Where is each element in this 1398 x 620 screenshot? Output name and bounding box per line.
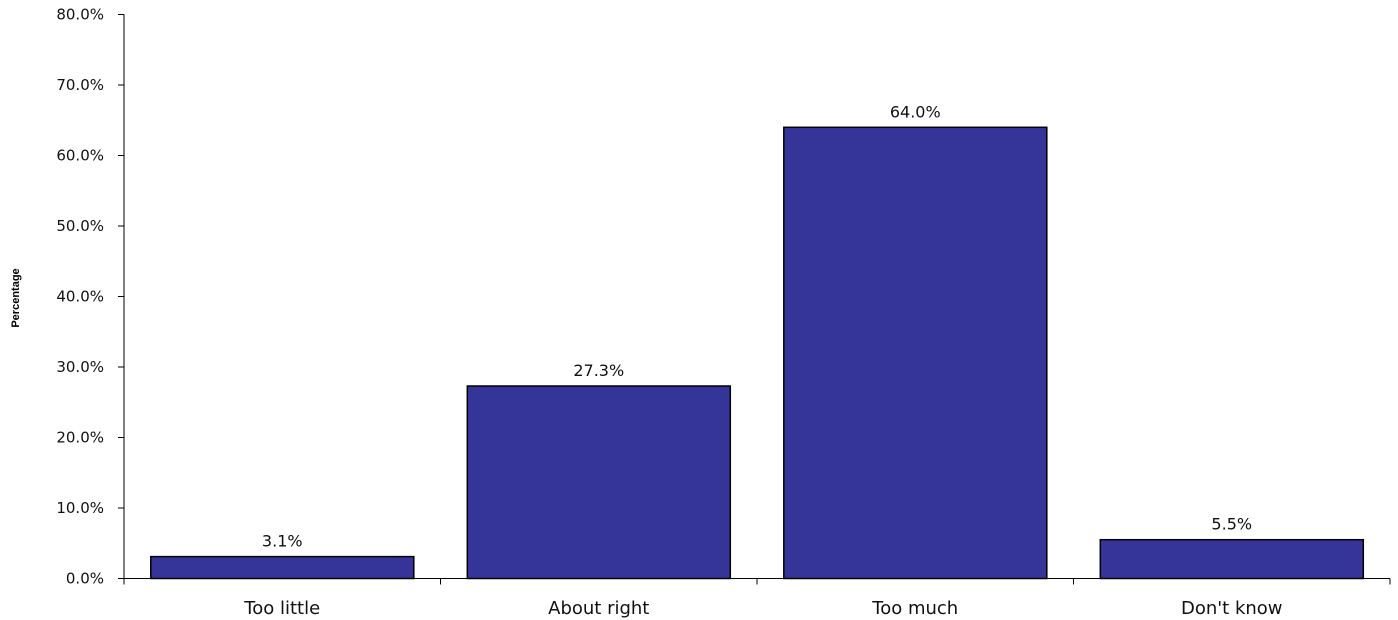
- data-label: 5.5%: [1211, 515, 1252, 534]
- y-tick-label: 30.0%: [56, 358, 104, 376]
- y-tick-label: 20.0%: [56, 429, 104, 447]
- bar: [150, 555, 415, 580]
- y-tick-label: 50.0%: [56, 217, 104, 235]
- bar: [466, 385, 732, 580]
- y-axis-title: Percentage: [10, 268, 22, 327]
- y-tick-label: 70.0%: [56, 76, 104, 94]
- data-label: 3.1%: [262, 532, 303, 551]
- bar: [1099, 538, 1365, 580]
- data-label: 64.0%: [890, 102, 941, 121]
- x-category-label: Too little: [243, 598, 320, 619]
- y-tick-label: 40.0%: [56, 288, 104, 306]
- bar: [783, 126, 1048, 580]
- x-category-label: Too much: [871, 598, 958, 619]
- data-label: 27.3%: [573, 361, 624, 380]
- y-tick-label: 0.0%: [66, 570, 104, 588]
- plot-area: 0.0% 10.0% 20.0% 30.0% 40.0% 50.0% 60.0% 70.0% 8…: [56, 6, 1391, 619]
- x-category-label: About right: [548, 598, 649, 619]
- y-tick-label: 10.0%: [56, 499, 104, 517]
- x-category-label: Don't know: [1181, 598, 1283, 619]
- y-tick-label: 80.0%: [56, 6, 104, 24]
- y-tick-label: 60.0%: [56, 147, 104, 165]
